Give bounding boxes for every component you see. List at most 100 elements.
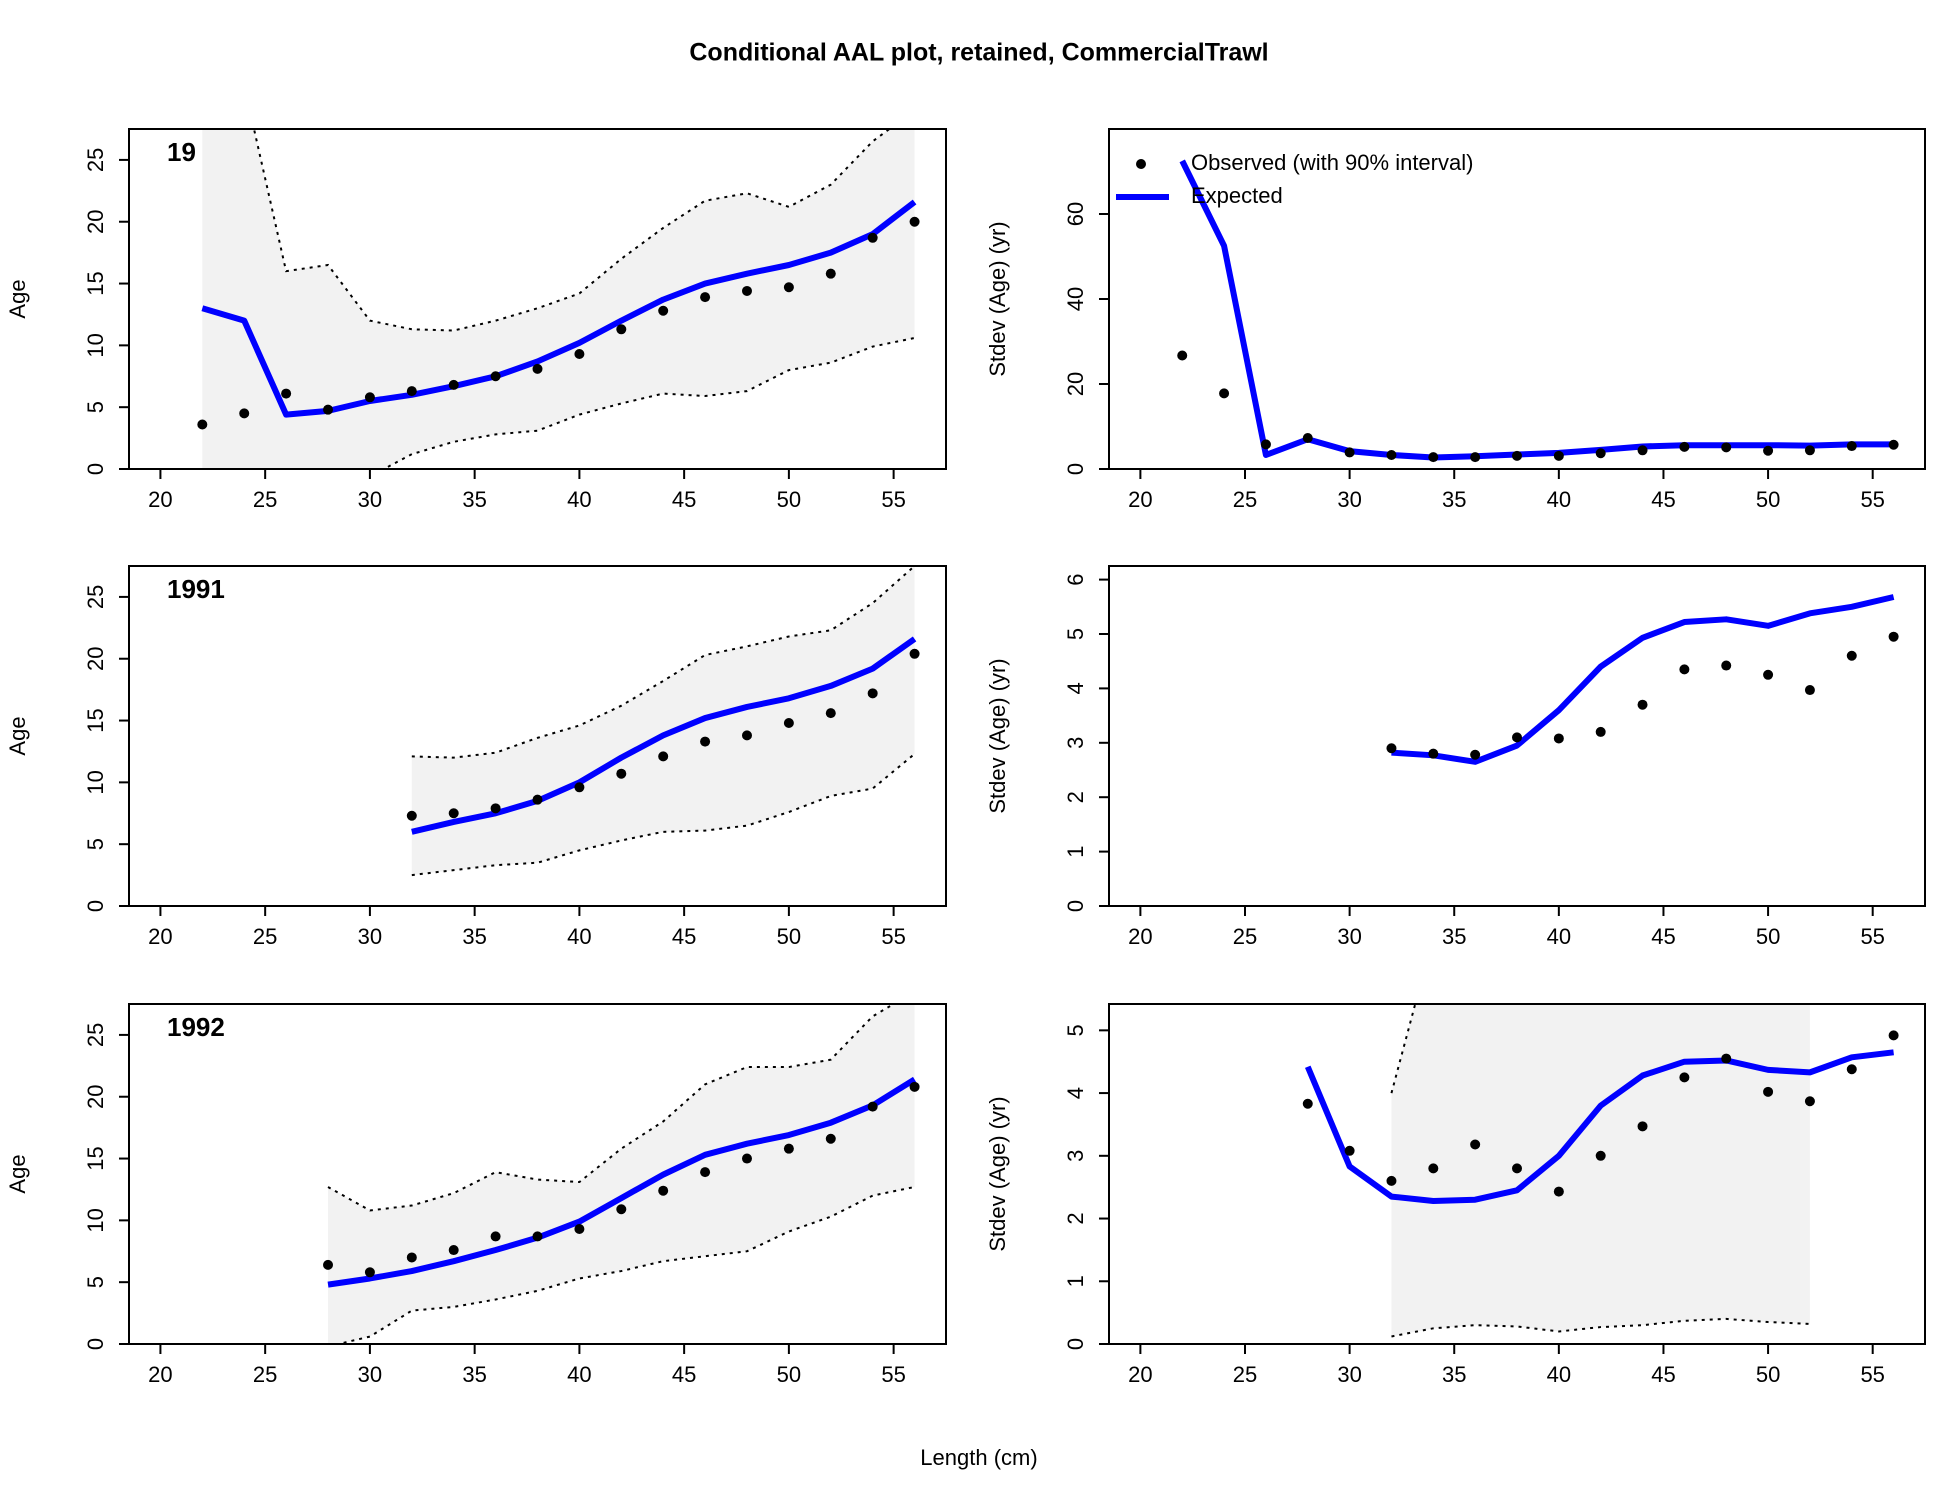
observed-point	[406, 386, 417, 397]
observed-point	[783, 718, 794, 729]
y-tick-label: 15	[83, 1146, 108, 1170]
x-tick-label: 45	[1651, 487, 1675, 512]
interval-lower	[334, 1186, 915, 1344]
x-tick-label: 45	[672, 487, 696, 512]
expected-line	[201, 199, 917, 418]
observed-point	[1637, 445, 1648, 456]
x-tick-label: 20	[148, 1362, 172, 1387]
x-tick-label: 20	[1128, 487, 1152, 512]
observed-point	[616, 324, 627, 335]
observed-point	[490, 803, 501, 814]
y-axis-label: Age	[5, 279, 30, 318]
x-tick-label: 35	[462, 487, 486, 512]
y-tick-label: 5	[83, 838, 108, 850]
observed-point	[532, 794, 543, 805]
observed-point	[197, 419, 208, 430]
y-tick-label: 20	[83, 646, 108, 670]
panel-label: 19	[167, 137, 196, 167]
interval-upper	[327, 1004, 896, 1212]
observed-point	[1428, 452, 1439, 463]
y-axis-label: Stdev (Age) (yr)	[985, 658, 1010, 813]
interval-band	[202, 129, 915, 469]
observed-point	[406, 810, 417, 821]
panel	[1302, 1004, 1899, 1338]
y-tick-label: 60	[1063, 202, 1088, 226]
legend-point	[1136, 159, 1146, 169]
observed-point	[1386, 449, 1397, 460]
y-tick-label: 0	[83, 900, 108, 912]
observed-point	[741, 730, 752, 741]
observed-point	[1888, 439, 1899, 450]
plot-frame	[1108, 1003, 1926, 1345]
observed-point	[239, 408, 250, 419]
observed-point	[1386, 1175, 1397, 1186]
observed-point	[1763, 445, 1774, 456]
observed-point	[1888, 631, 1899, 642]
legend-label: Observed (with 90% interval)	[1191, 150, 1473, 175]
observed-point	[1428, 748, 1439, 759]
x-tick-label: 30	[1337, 1362, 1361, 1387]
panel	[406, 566, 920, 877]
observed-point	[1679, 1072, 1690, 1083]
y-tick-label: 0	[83, 463, 108, 475]
observed-point	[1386, 743, 1397, 754]
plot-frame	[1108, 565, 1926, 907]
interval-band	[411, 566, 915, 876]
y-tick-label: 3	[1063, 1150, 1088, 1162]
observed-point	[909, 648, 920, 659]
observed-point	[825, 708, 836, 719]
observed-point	[658, 1185, 669, 1196]
x-tick-label: 25	[253, 487, 277, 512]
plot-frame	[128, 565, 947, 907]
y-tick-label: 5	[83, 1276, 108, 1288]
y-tick-label: 3	[1063, 737, 1088, 749]
observed-point	[1721, 442, 1732, 453]
plot-frame	[128, 1003, 947, 1345]
x-tick-label: 30	[358, 487, 382, 512]
x-tick-label: 50	[1756, 924, 1780, 949]
x-tick-label: 25	[1233, 1362, 1257, 1387]
observed-point	[1763, 669, 1774, 680]
observed-point	[281, 388, 292, 399]
observed-point	[1344, 447, 1355, 458]
x-tick-label: 40	[1547, 1362, 1571, 1387]
x-tick-label: 50	[1756, 1362, 1780, 1387]
observed-point	[1553, 733, 1564, 744]
observed-point	[1721, 1053, 1732, 1064]
figure-title: Conditional AAL plot, retained, Commerci…	[689, 39, 1268, 67]
panel-label: 1992	[167, 1012, 225, 1042]
observed-point	[448, 1245, 459, 1256]
x-tick-label: 30	[1337, 924, 1361, 949]
x-tick-label: 25	[1233, 487, 1257, 512]
observed-point	[1470, 749, 1481, 760]
observed-point	[1219, 388, 1230, 399]
observed-point	[616, 768, 627, 779]
y-tick-label: 5	[83, 401, 108, 413]
observed-point	[448, 808, 459, 819]
observed-point	[658, 751, 669, 762]
observed-point	[1804, 445, 1815, 456]
observed-point	[490, 1231, 501, 1242]
observed-point	[1512, 1163, 1522, 1174]
y-tick-label: 10	[83, 333, 108, 357]
x-tick-label: 25	[1233, 924, 1257, 949]
x-tick-label: 50	[1756, 487, 1780, 512]
expected-line	[1305, 1049, 1894, 1204]
observed-point	[783, 1143, 794, 1154]
panel-label: 1991	[167, 574, 225, 604]
x-tick-label: 45	[672, 924, 696, 949]
observed-point	[1595, 448, 1606, 459]
expected-line	[1391, 594, 1895, 765]
observed-point	[574, 782, 585, 793]
interval-band	[328, 1004, 915, 1344]
x-tick-label: 35	[1442, 487, 1466, 512]
observed-point	[658, 305, 669, 316]
expected-line	[327, 1076, 917, 1288]
x-tick-label: 50	[777, 1362, 801, 1387]
observed-point	[1804, 685, 1815, 696]
observed-point	[364, 392, 375, 403]
x-tick-label: 25	[253, 1362, 277, 1387]
observed-point	[867, 1101, 878, 1112]
observed-point	[1344, 1145, 1355, 1156]
y-tick-label: 5	[1063, 628, 1088, 640]
